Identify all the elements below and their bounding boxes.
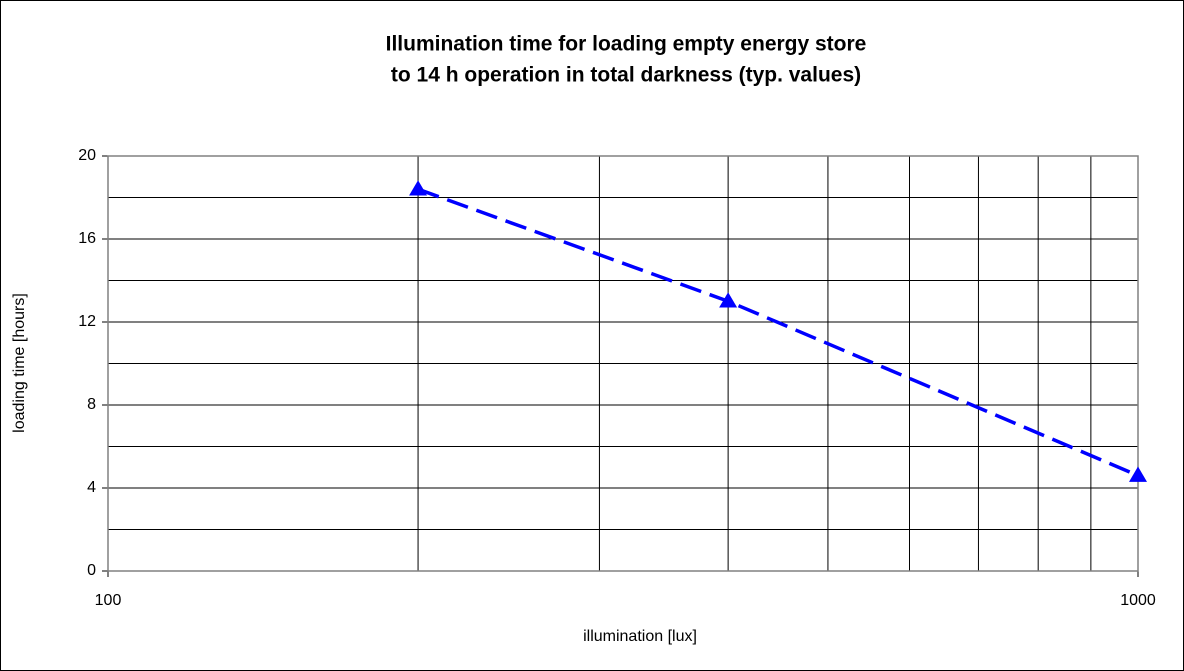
y-tick-label: 4	[87, 479, 96, 496]
plot-border	[107, 155, 1139, 572]
data-point	[1129, 466, 1147, 482]
data-point	[719, 292, 738, 308]
y-tick-label: 20	[78, 147, 96, 164]
x-axis-label: illumination [lux]	[583, 628, 697, 645]
y-tick-label: 0	[87, 562, 96, 579]
y-tick-label: 16	[78, 230, 96, 247]
chart-title: to 14 h operation in total darkness (typ…	[391, 64, 861, 87]
x-tick-label: 100	[95, 592, 122, 609]
y-tick-label: 8	[87, 396, 96, 413]
data-point	[409, 180, 428, 196]
chart-title: Illumination time for loading empty ener…	[386, 33, 867, 56]
x-tick-label: 1000	[1120, 592, 1156, 609]
y-axis-label: loading time [hours]	[11, 293, 28, 433]
y-tick-label: 12	[78, 313, 96, 330]
